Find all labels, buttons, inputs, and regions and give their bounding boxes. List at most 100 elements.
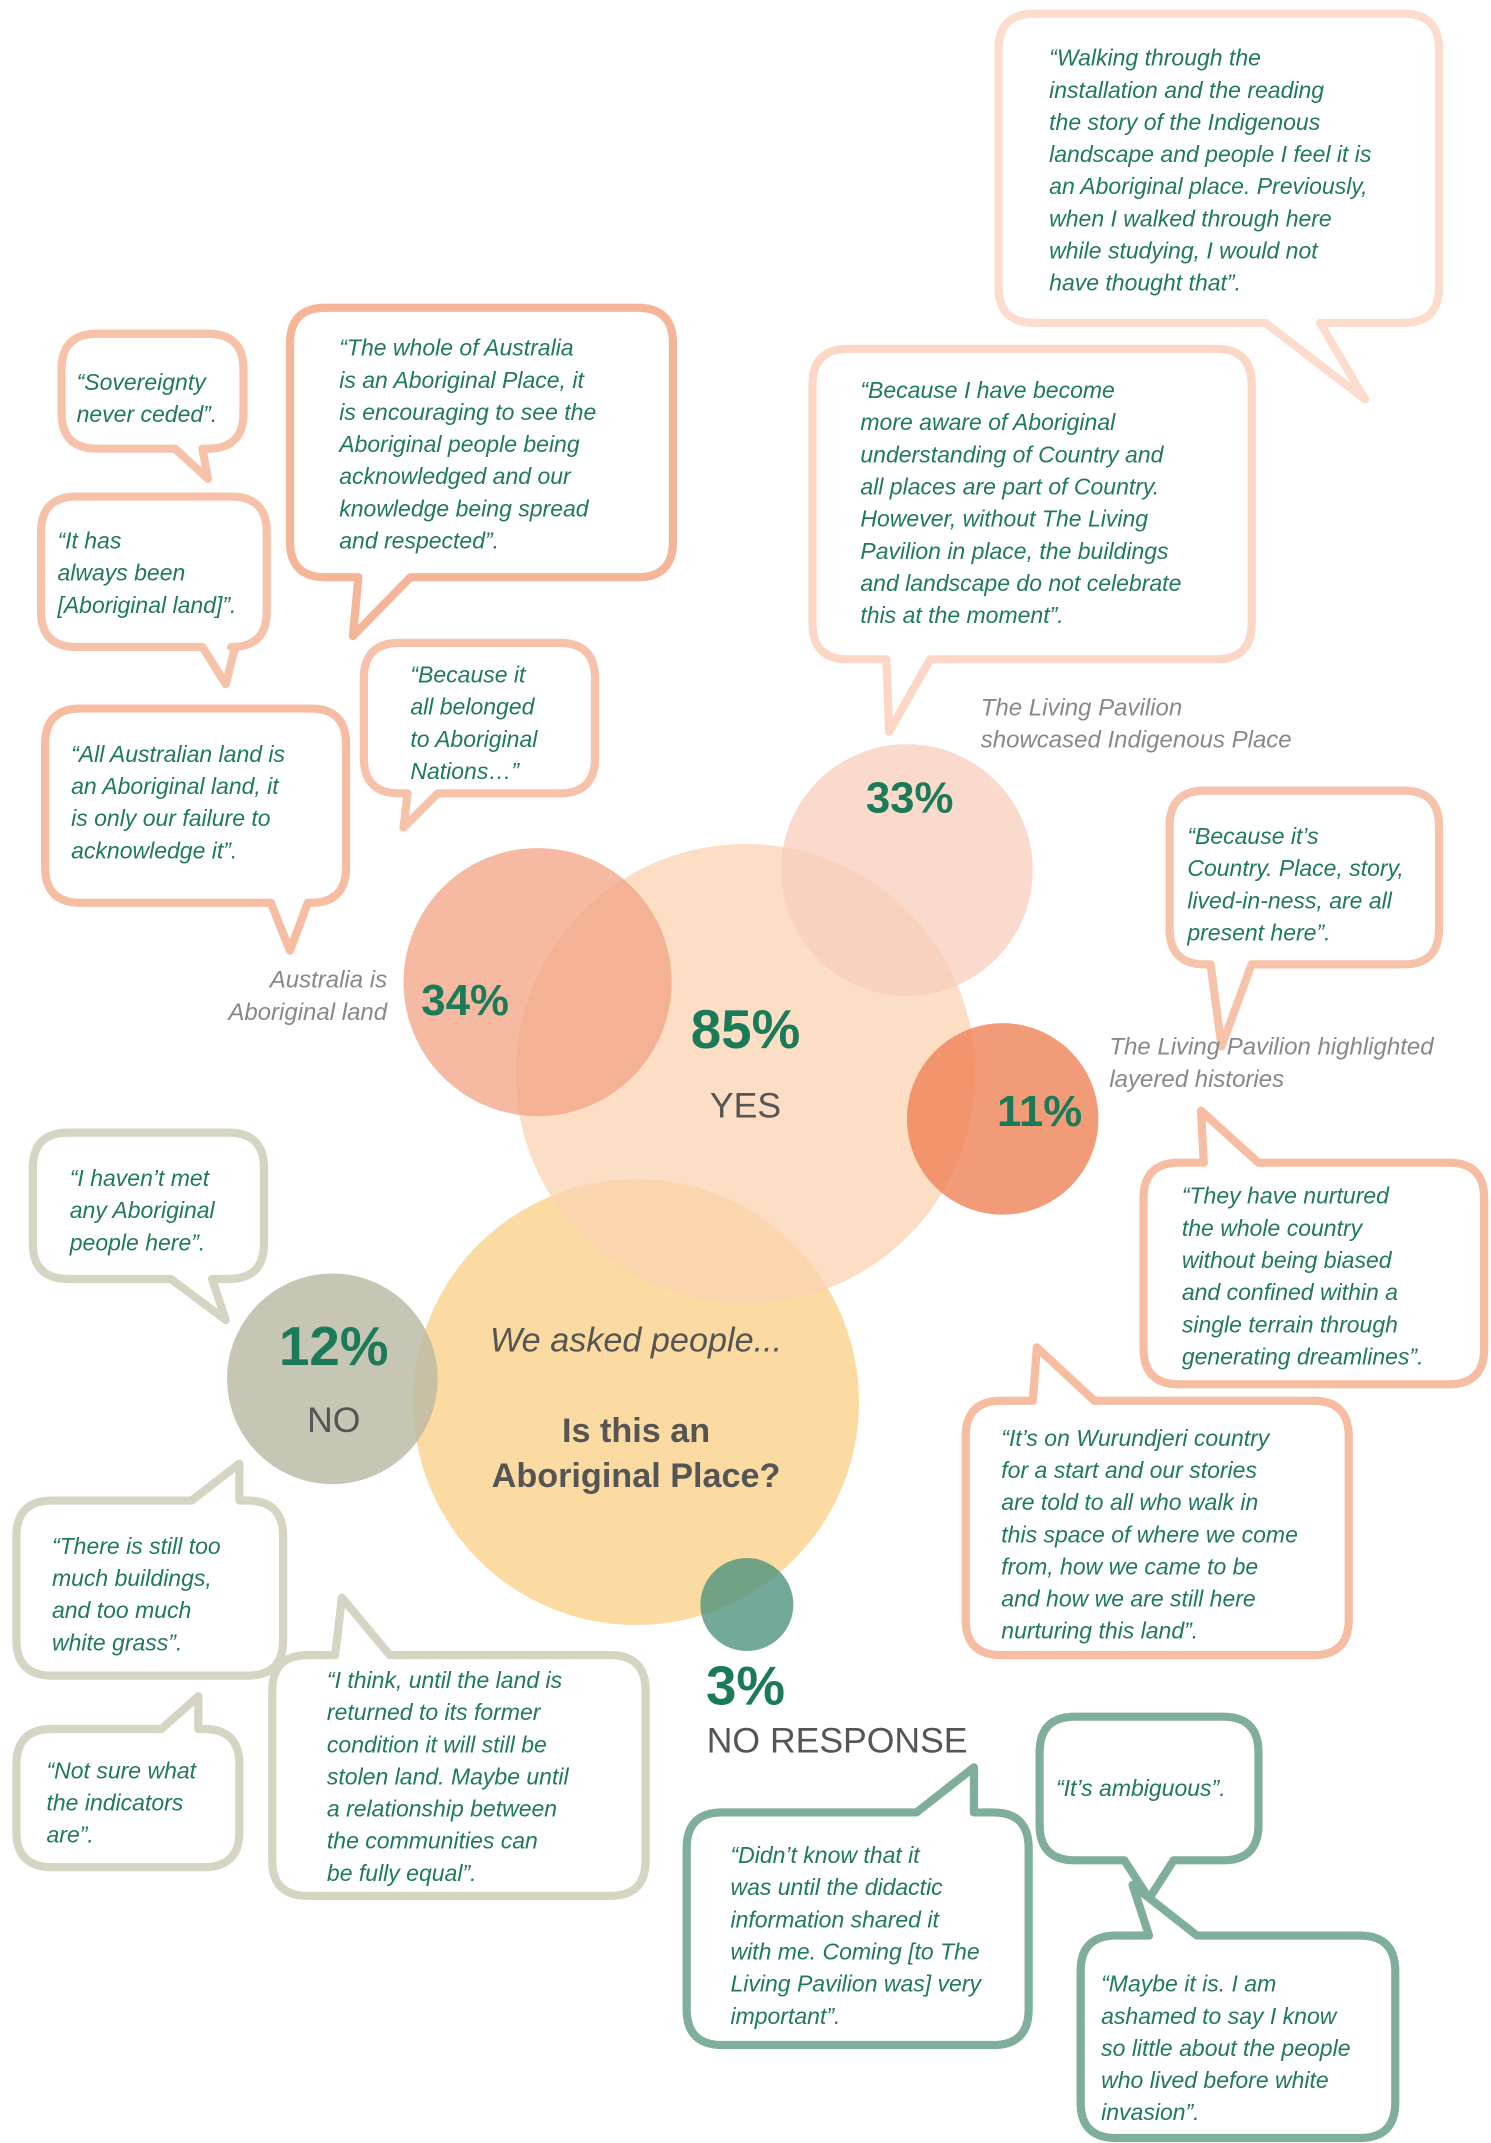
venn-circle xyxy=(700,1558,794,1652)
circle-caption: The Living Pavilion xyxy=(981,694,1182,721)
quote-line: more aware of Aboriginal xyxy=(860,409,1116,435)
speech-bubble xyxy=(12,1692,244,1872)
speech-bubble xyxy=(1139,1106,1489,1389)
quote-line: all places are part of Country. xyxy=(860,473,1159,499)
speech-bubble xyxy=(1035,1712,1263,1903)
quote-line: is an Aboriginal Place, it xyxy=(339,367,585,393)
circle-caption: The Living Pavilion highlighted xyxy=(1109,1034,1434,1061)
quote-line: “I haven’t met xyxy=(70,1165,211,1191)
quote-line: is encouraging to see the xyxy=(339,399,596,425)
quote-line: “There is still too xyxy=(52,1533,221,1559)
quote-line: “Sovereignty xyxy=(77,369,208,395)
quote-line: “Because I have become xyxy=(860,377,1114,403)
quote-line: a relationship between xyxy=(327,1796,557,1822)
quote-line: important”. xyxy=(730,2003,840,2029)
quote-line: this at the moment”. xyxy=(860,602,1063,628)
quote-line: with me. Coming [to The xyxy=(730,1939,979,1965)
quote-line: condition it will still be xyxy=(327,1731,547,1757)
quote-line: “They have nurtured xyxy=(1182,1183,1390,1209)
quote-line: was until the didactic xyxy=(730,1874,943,1900)
quote-line: “Not sure what xyxy=(47,1757,198,1783)
quote-line: invasion”. xyxy=(1101,2099,1199,2125)
quote-line: and how we are still here xyxy=(1001,1586,1255,1612)
quote-line: who lived before white xyxy=(1101,2067,1329,2093)
quote-line: installation and the reading xyxy=(1049,77,1324,103)
quote-line: an Aboriginal land, it xyxy=(71,773,280,799)
quote-line: any Aboriginal xyxy=(70,1197,216,1223)
quote-line: Pavilion in place, the buildings xyxy=(860,538,1169,564)
quote-line: is only our failure to xyxy=(71,805,271,831)
quote-line: have thought that”. xyxy=(1049,270,1241,296)
quote-line: white grass”. xyxy=(52,1629,182,1655)
quote-line: nurturing this land”. xyxy=(1001,1618,1198,1644)
quote-line: the whole country xyxy=(1182,1215,1364,1241)
speech-bubble xyxy=(57,329,248,483)
venn-circle xyxy=(906,1023,1099,1215)
circle-label: YES xyxy=(710,1086,781,1126)
circle-caption: layered histories xyxy=(1109,1066,1284,1093)
percent: 11% xyxy=(997,1087,1082,1136)
speech-bubble xyxy=(1165,786,1444,1051)
venn-circle xyxy=(403,848,672,1117)
speech-bubble xyxy=(41,704,351,955)
speech-bubble xyxy=(961,1343,1353,1660)
quote-line: generating dreamlines”. xyxy=(1182,1343,1424,1369)
speech-bubble xyxy=(285,303,678,641)
venn-circle xyxy=(227,1273,438,1485)
quote-line: information shared it xyxy=(730,1906,940,1932)
quote-line: “All Australian land is xyxy=(71,741,285,767)
quote-line: this space of where we come xyxy=(1001,1521,1298,1547)
quote-line: when I walked through here xyxy=(1049,205,1332,231)
venn-circle xyxy=(781,744,1033,996)
quote-line: so little about the people xyxy=(1101,2035,1350,2061)
quote-line: Country. Place, story, xyxy=(1187,855,1403,881)
quote-line: “Maybe it is. I am xyxy=(1101,1971,1276,1997)
quote-line: people here”. xyxy=(69,1229,206,1255)
quote-line: “Didn’t know that it xyxy=(730,1842,921,1868)
quote-line: However, without The Living xyxy=(860,506,1148,532)
circle-caption: Australia is xyxy=(268,967,387,994)
percent: 33% xyxy=(866,774,954,823)
quote-line: without being biased xyxy=(1182,1247,1393,1273)
percent: 3% xyxy=(706,1654,785,1716)
quote-line: “Because it’s xyxy=(1187,823,1319,849)
quote-line: to Aboriginal xyxy=(410,726,538,752)
quote-line: never ceded”. xyxy=(77,401,218,427)
quote-line: “It’s on Wurundjeri country xyxy=(1001,1425,1271,1451)
quote-line: the indicators xyxy=(47,1789,184,1815)
quote-line: for a start and our stories xyxy=(1001,1457,1257,1483)
quote-line: are”. xyxy=(47,1822,94,1848)
quote-line: and too much xyxy=(52,1597,191,1623)
quote-line: much buildings, xyxy=(52,1565,212,1591)
quote-line: understanding of Country and xyxy=(860,441,1164,467)
quote-line: acknowledge it”. xyxy=(71,837,237,863)
quote-line: the communities can xyxy=(327,1828,538,1854)
quote-line: present here”. xyxy=(1186,919,1330,945)
quote-line: [Aboriginal land]”. xyxy=(56,592,236,618)
quote-line: returned to its former xyxy=(327,1699,542,1725)
quote-line: Living Pavilion was] very xyxy=(730,1971,982,1997)
circle-caption: showcased Indigenous Place xyxy=(981,727,1292,754)
quote-line: knowledge being spread xyxy=(339,495,590,521)
quote-line: ashamed to say I know xyxy=(1101,2003,1338,2029)
quote-line: “I think, until the land is xyxy=(327,1667,563,1693)
quote-line: are told to all who walk in xyxy=(1001,1489,1258,1515)
percent: 34% xyxy=(421,976,509,1025)
quote-line: “Walking through the xyxy=(1049,45,1261,71)
percent: 12% xyxy=(279,1315,389,1377)
question-line: Aboriginal Place? xyxy=(492,1457,781,1495)
speech-bubble xyxy=(268,1593,650,1901)
quote-line: Aboriginal people being xyxy=(337,431,580,457)
question-intro: We asked people... xyxy=(490,1321,782,1359)
quote-line: acknowledged and our xyxy=(339,463,572,489)
speech-bubble xyxy=(808,344,1256,736)
quote-line: and confined within a xyxy=(1182,1279,1398,1305)
quote-line: “It has xyxy=(57,528,121,554)
quote-line: landscape and people I feel it is xyxy=(1049,141,1372,167)
quote-line: all belonged xyxy=(410,694,535,720)
speech-bubble xyxy=(28,1128,269,1325)
quote-line: “It’s ambiguous”. xyxy=(1056,1775,1226,1801)
quote-line: Nations…” xyxy=(410,758,520,784)
